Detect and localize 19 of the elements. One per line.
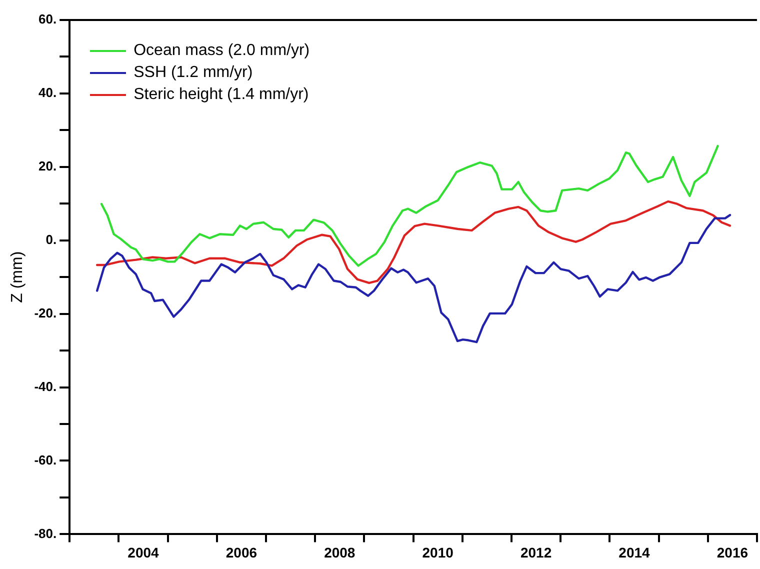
y-axis-title: Z (mm) bbox=[9, 251, 26, 303]
x-tick-label: 2010 bbox=[422, 544, 454, 560]
x-tick-label: 2016 bbox=[716, 544, 748, 560]
legend-label: SSH (1.2 mm/yr) bbox=[134, 63, 253, 83]
y-tick-label: -20. bbox=[34, 305, 57, 320]
x-tick-label: 2006 bbox=[226, 544, 258, 560]
x-tick-label: 2004 bbox=[128, 544, 160, 560]
legend-label: Steric height (1.4 mm/yr) bbox=[134, 85, 309, 105]
x-tick-label: 2008 bbox=[324, 544, 356, 560]
y-tick-label: -60. bbox=[34, 452, 57, 468]
y-tick-label: 20. bbox=[38, 158, 57, 174]
y-tick-label: -40. bbox=[34, 378, 57, 394]
x-tick-label: 2014 bbox=[618, 544, 650, 560]
y-tick-label: 60. bbox=[38, 12, 57, 27]
legend-label: Ocean mass (2.0 mm/yr) bbox=[134, 41, 310, 61]
y-tick-label: 0. bbox=[46, 232, 57, 247]
y-tick-label: -80. bbox=[34, 526, 57, 541]
y-tick-label: 40. bbox=[38, 85, 57, 100]
x-tick-label: 2012 bbox=[520, 544, 552, 560]
